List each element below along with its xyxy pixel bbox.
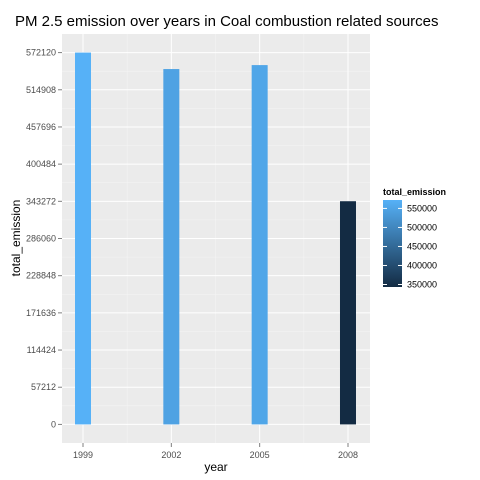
y-tick-label: 457696 <box>26 122 56 132</box>
y-tick-label: 0 <box>51 419 56 429</box>
y-tick-label: 228848 <box>26 271 56 281</box>
y-tick-label: 171636 <box>26 308 56 318</box>
x-tick-label: 2005 <box>250 450 270 460</box>
legend-tick-label: 550000 <box>407 203 437 213</box>
minor-grid <box>62 34 370 443</box>
legend-tick-label: 400000 <box>407 260 437 270</box>
x-tick-label: 2002 <box>161 450 181 460</box>
y-axis: 0 57212 114424 171636 228848 286060 343272 4004… <box>26 48 62 429</box>
y-tick-label: 114424 <box>27 345 56 355</box>
legend-title: total_emission <box>383 187 446 197</box>
legend-colorbar <box>383 200 402 287</box>
y-axis-label: total_emission <box>9 200 23 277</box>
bar-2008 <box>339 201 356 425</box>
legend-tick-label: 500000 <box>407 222 437 232</box>
x-axis: 1999 2002 2005 2008 <box>73 443 358 460</box>
chart-title: PM 2.5 emission over years in Coal combu… <box>15 13 439 30</box>
y-tick-label: 343272 <box>26 196 56 206</box>
x-tick-label: 2008 <box>338 450 358 460</box>
y-tick-label: 514908 <box>26 85 56 95</box>
bar-1999 <box>75 52 91 425</box>
legend: total_emission 550000 500000 450000 400000 3… <box>383 187 446 290</box>
bars <box>75 52 356 425</box>
x-tick-label: 1999 <box>73 450 93 460</box>
y-tick-label: 286060 <box>26 234 56 244</box>
x-axis-label: year <box>204 460 227 474</box>
y-tick-label: 400484 <box>26 159 56 169</box>
y-tick-label: 572120 <box>26 48 56 58</box>
bar-2005 <box>251 65 268 425</box>
legend-tick-label: 350000 <box>407 280 437 290</box>
y-tick-label: 57212 <box>31 382 56 392</box>
legend-tick-label: 450000 <box>407 241 437 251</box>
bar-2002 <box>163 69 180 425</box>
